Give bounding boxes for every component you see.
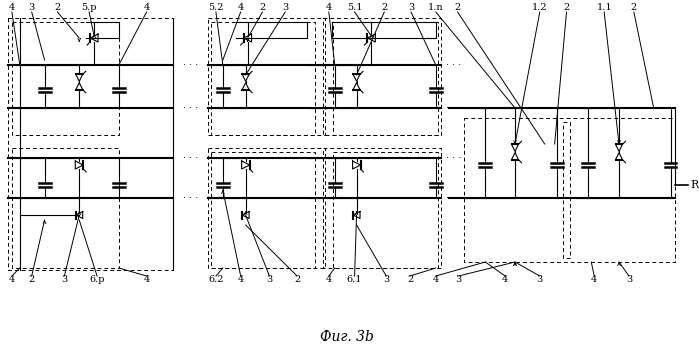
Text: 4: 4 bbox=[9, 4, 15, 13]
Text: · · ·: · · · bbox=[182, 193, 198, 203]
Text: 3: 3 bbox=[626, 276, 632, 285]
Text: 2: 2 bbox=[563, 4, 570, 13]
Text: 2: 2 bbox=[29, 276, 35, 285]
Text: 4: 4 bbox=[238, 276, 244, 285]
Text: 4: 4 bbox=[326, 276, 332, 285]
Text: 4: 4 bbox=[238, 4, 244, 13]
Text: 6.2: 6.2 bbox=[208, 276, 224, 285]
Text: 3: 3 bbox=[383, 276, 389, 285]
Text: 4: 4 bbox=[326, 4, 332, 13]
Text: 1.2: 1.2 bbox=[532, 4, 547, 13]
Text: · · ·: · · · bbox=[446, 60, 461, 70]
Text: 2: 2 bbox=[630, 4, 637, 13]
Text: 2: 2 bbox=[259, 4, 266, 13]
Text: 2: 2 bbox=[55, 4, 61, 13]
Text: 3: 3 bbox=[456, 276, 461, 285]
Text: 3: 3 bbox=[537, 276, 543, 285]
Text: 4: 4 bbox=[9, 276, 15, 285]
Text: · · ·: · · · bbox=[446, 193, 461, 203]
Text: 5.2: 5.2 bbox=[208, 4, 224, 13]
Text: 4: 4 bbox=[502, 276, 508, 285]
Text: 5.p: 5.p bbox=[81, 4, 97, 13]
Text: · · ·: · · · bbox=[182, 60, 198, 70]
Text: · · ·: · · · bbox=[446, 153, 461, 163]
Text: 1.n: 1.n bbox=[428, 4, 444, 13]
Text: 2: 2 bbox=[294, 276, 301, 285]
Text: 5.1: 5.1 bbox=[347, 4, 362, 13]
Text: 3: 3 bbox=[282, 4, 289, 13]
Text: 4: 4 bbox=[433, 276, 439, 285]
Text: 4: 4 bbox=[143, 4, 150, 13]
Text: 3: 3 bbox=[62, 276, 68, 285]
Text: 2: 2 bbox=[381, 4, 387, 13]
Text: · · ·: · · · bbox=[182, 103, 198, 113]
Text: · · ·: · · · bbox=[446, 103, 461, 113]
Text: 3: 3 bbox=[29, 4, 35, 13]
Text: 2: 2 bbox=[407, 276, 413, 285]
Text: 4: 4 bbox=[143, 276, 150, 285]
Text: Фиг. 3b: Фиг. 3b bbox=[319, 330, 373, 344]
Text: 6.p: 6.p bbox=[89, 276, 105, 285]
Text: 2: 2 bbox=[454, 4, 461, 13]
Text: · · ·: · · · bbox=[182, 153, 198, 163]
Text: 3: 3 bbox=[266, 276, 273, 285]
Text: R: R bbox=[691, 180, 698, 190]
Text: 1.1: 1.1 bbox=[596, 4, 612, 13]
Text: 4: 4 bbox=[591, 276, 598, 285]
Text: 3: 3 bbox=[408, 4, 414, 13]
Text: 6.1: 6.1 bbox=[347, 276, 362, 285]
